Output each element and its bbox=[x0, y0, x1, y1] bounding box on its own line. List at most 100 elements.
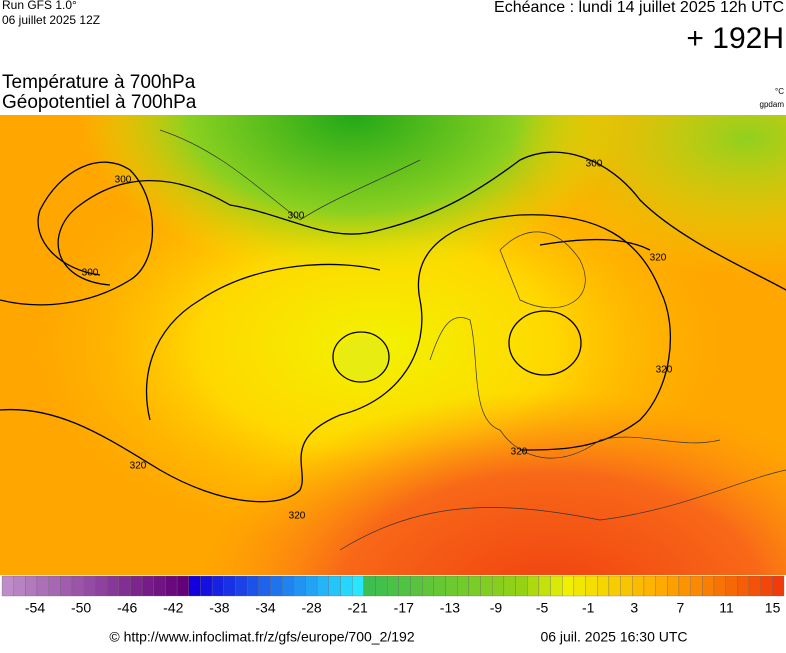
colorbar-cell bbox=[270, 575, 283, 597]
colorbar-cell bbox=[235, 575, 248, 597]
unit-temperature: °C bbox=[775, 87, 784, 96]
colorbar-cell bbox=[655, 575, 668, 597]
colorbar-cell bbox=[515, 575, 528, 597]
colorbar-tick-label: -50 bbox=[71, 600, 91, 616]
colorbar-cell bbox=[538, 575, 551, 597]
colorbar-cell bbox=[106, 575, 119, 597]
colorbar-cell bbox=[597, 575, 610, 597]
colorbar-cell bbox=[422, 575, 435, 597]
colorbar-cell bbox=[130, 575, 143, 597]
colorbar-cell bbox=[141, 575, 154, 597]
colorbar-cell bbox=[410, 575, 423, 597]
colorbar-cell bbox=[398, 575, 411, 597]
echeance: Echéance : lundi 14 juillet 2025 12h UTC bbox=[494, 0, 784, 16]
colorbar-cell bbox=[153, 575, 166, 597]
colorbar-cell bbox=[550, 575, 563, 597]
contour-label: 320 bbox=[650, 253, 667, 264]
map: 300 300 300 300 320 320 320 320 320 bbox=[0, 115, 786, 575]
source-url: © http://www.infoclimat.fr/z/gfs/europe/… bbox=[109, 629, 414, 645]
colorbar-cell bbox=[48, 575, 61, 597]
colorbar-tick-label: -5 bbox=[536, 600, 549, 616]
unit-geopotential: gpdam bbox=[760, 100, 785, 109]
run-date: 06 juillet 2025 12Z bbox=[2, 13, 100, 27]
colorbar-cell bbox=[200, 575, 213, 597]
colorbar-cell bbox=[457, 575, 470, 597]
colorbar-tick-label: -38 bbox=[209, 600, 229, 616]
colorbar-cell bbox=[562, 575, 575, 597]
contour-label: 320 bbox=[656, 365, 673, 376]
colorbar-cell bbox=[13, 575, 26, 597]
colorbar-cell bbox=[188, 575, 201, 597]
colorbar-cell bbox=[678, 575, 691, 597]
issued-time: 06 juil. 2025 16:30 UTC bbox=[540, 629, 687, 645]
contour-label: 300 bbox=[586, 159, 603, 170]
colorbar-cell bbox=[667, 575, 680, 597]
colorbar-cell bbox=[71, 575, 84, 597]
colorbar-cell bbox=[223, 575, 236, 597]
lead-time: + 192H bbox=[686, 22, 784, 55]
colorbar-cell bbox=[36, 575, 49, 597]
colorbar-cell bbox=[95, 575, 108, 597]
contour-label: 300 bbox=[115, 175, 132, 186]
colorbar: -54 -50 -46 -42 -38 -34 -28 -21 -17 -13 -9 -5 -1 3 7 11… bbox=[1, 575, 785, 616]
colorbar-cell bbox=[176, 575, 189, 597]
colorbar-tick-label: -28 bbox=[301, 600, 321, 616]
colorbar-cell bbox=[620, 575, 633, 597]
title-temperature: Température à 700hPa bbox=[2, 72, 196, 93]
colorbar-cell bbox=[258, 575, 271, 597]
colorbar-cell bbox=[503, 575, 516, 597]
colorbar-cell bbox=[246, 575, 259, 597]
contour-label: 300 bbox=[82, 268, 99, 279]
colorbar-tick-label: -13 bbox=[440, 600, 460, 616]
colorbar-tick-label: -46 bbox=[117, 600, 137, 616]
colorbar-tick-label: -34 bbox=[255, 600, 275, 616]
colorbar-cell bbox=[492, 575, 505, 597]
colorbar-cell bbox=[351, 575, 364, 597]
contour-label: 300 bbox=[288, 211, 305, 222]
colorbar-tick-label: -42 bbox=[163, 600, 183, 616]
colorbar-cell bbox=[165, 575, 178, 597]
colorbar-cell bbox=[328, 575, 341, 597]
colorbar-cell bbox=[737, 575, 750, 597]
colorbar-cell bbox=[585, 575, 598, 597]
colorbar-cell bbox=[293, 575, 306, 597]
title-geopotential: Géopotentiel à 700hPa bbox=[2, 92, 197, 113]
colorbar-cell bbox=[608, 575, 621, 597]
contour-label: 320 bbox=[130, 461, 147, 472]
contour-label: 320 bbox=[511, 447, 528, 458]
colorbar-cell bbox=[25, 575, 38, 597]
colorbar-cell bbox=[281, 575, 294, 597]
colorbar-tick-label: -9 bbox=[490, 600, 503, 616]
colorbar-cell bbox=[632, 575, 645, 597]
colorbar-cell bbox=[83, 575, 96, 597]
colorbar-cell bbox=[375, 575, 388, 597]
colorbar-cell bbox=[527, 575, 540, 597]
run: Run GFS 1.0° bbox=[2, 0, 77, 12]
colorbar-cell bbox=[748, 575, 761, 597]
colorbar-tick-label: -17 bbox=[394, 600, 414, 616]
colorbar-cell bbox=[772, 575, 785, 597]
colorbar-cell bbox=[573, 575, 586, 597]
colorbar-cell bbox=[643, 575, 656, 597]
colorbar-cell bbox=[1, 575, 14, 597]
colorbar-tick-label: 11 bbox=[719, 600, 734, 616]
colorbar-cell bbox=[725, 575, 738, 597]
colorbar-cell bbox=[387, 575, 399, 597]
colorbar-cell bbox=[316, 575, 329, 597]
colorbar-cell bbox=[713, 575, 726, 597]
colorbar-cell bbox=[468, 575, 481, 597]
colorbar-cell bbox=[433, 575, 446, 597]
colorbar-cell bbox=[445, 575, 458, 597]
colorbar-cell bbox=[60, 575, 73, 597]
colorbar-cell bbox=[211, 575, 224, 597]
colorbar-cell bbox=[118, 575, 131, 597]
colorbar-cell bbox=[340, 575, 353, 597]
colorbar-cell bbox=[690, 575, 703, 597]
colorbar-tick-label: -21 bbox=[348, 600, 368, 616]
colorbar-cell bbox=[305, 575, 318, 597]
colorbar-tick-label: 15 bbox=[765, 600, 781, 616]
colorbar-tick-label: 7 bbox=[677, 600, 685, 616]
colorbar-cell bbox=[363, 575, 376, 597]
colorbar-tick-label: -54 bbox=[25, 600, 45, 616]
